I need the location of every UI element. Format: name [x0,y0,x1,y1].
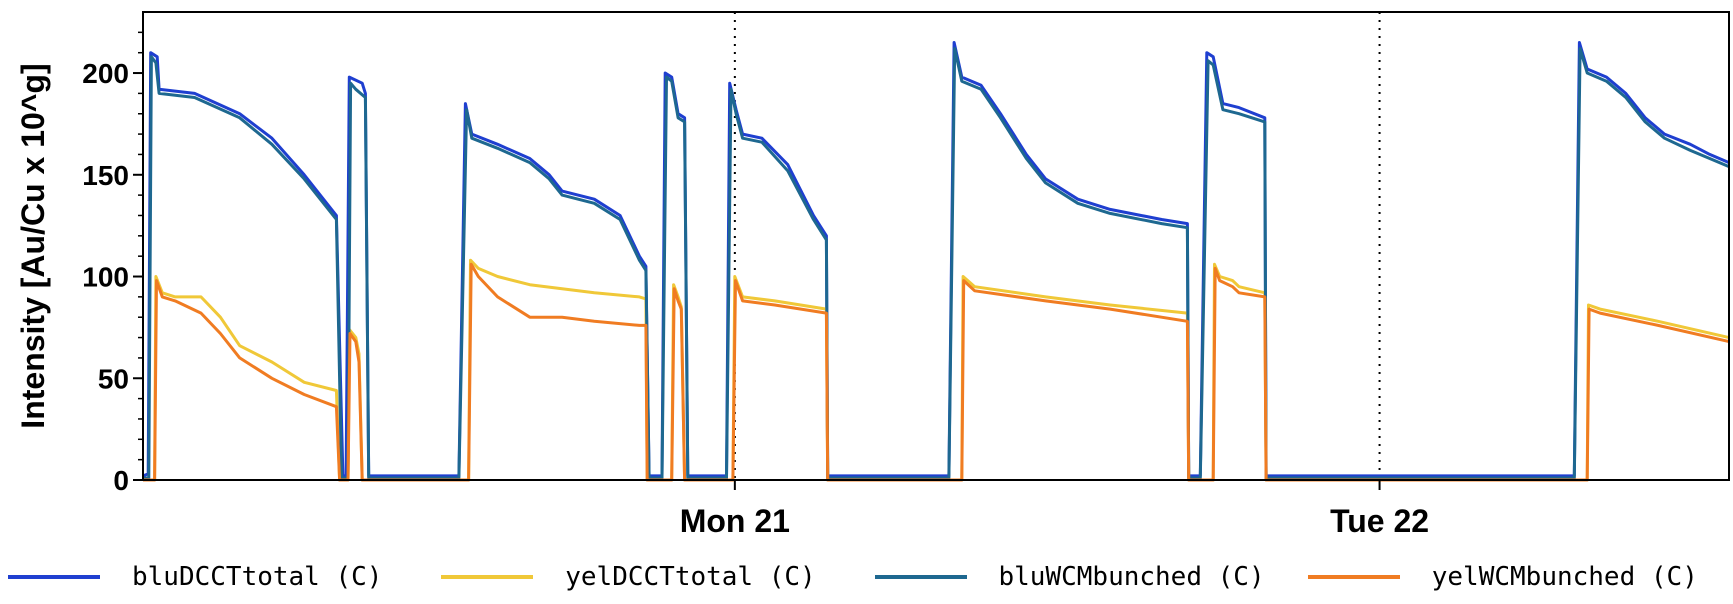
legend-item: yelWCMbunched (C) [1307,552,1698,602]
y-tick-label: 50 [98,363,129,394]
axis-layer: 0 50 100 150 200 Mon 21 Tue 22 [82,31,1429,539]
y-tick-label: 0 [113,465,129,496]
legend-label: bluWCMbunched (C) [998,562,1265,592]
series-line [143,47,1730,480]
y-tick-label: 100 [82,262,129,293]
legend-item: bluWCMbunched (C) [874,552,1265,602]
legend-swatch [874,575,967,579]
legend-item: bluDCCTtotal (C) [8,552,382,602]
plot-frame [142,11,1730,481]
series-line [143,262,1730,482]
series-layer [142,41,1730,482]
legend-swatch [8,575,100,579]
x-tick-label: Tue 22 [1330,503,1429,539]
legend-label: yelWCMbunched (C) [1431,562,1698,592]
series-line [142,41,1730,478]
grid-layer [733,12,1381,480]
y-axis-title: Intensity [Au/Cu x 10^g] [15,63,51,428]
chart: 0 50 100 150 200 Mon 21 Tue 22 Intensity [Au/C… [15,11,1730,539]
y-tick-label: 200 [82,58,129,89]
legend-swatch [441,575,534,579]
x-tick-label: Mon 21 [680,503,790,539]
y-tick-label: 150 [82,160,129,191]
series-line [143,258,1730,482]
legend-label: bluDCCTtotal (C) [132,562,383,592]
legend-item: yelDCCTtotal (C) [441,552,816,602]
legend-swatch [1307,575,1400,579]
legend-label: yelDCCTtotal (C) [565,562,816,592]
legend: bluDCCTtotal (C) yelDCCTtotal (C) bluWCMbu… [0,552,1733,602]
